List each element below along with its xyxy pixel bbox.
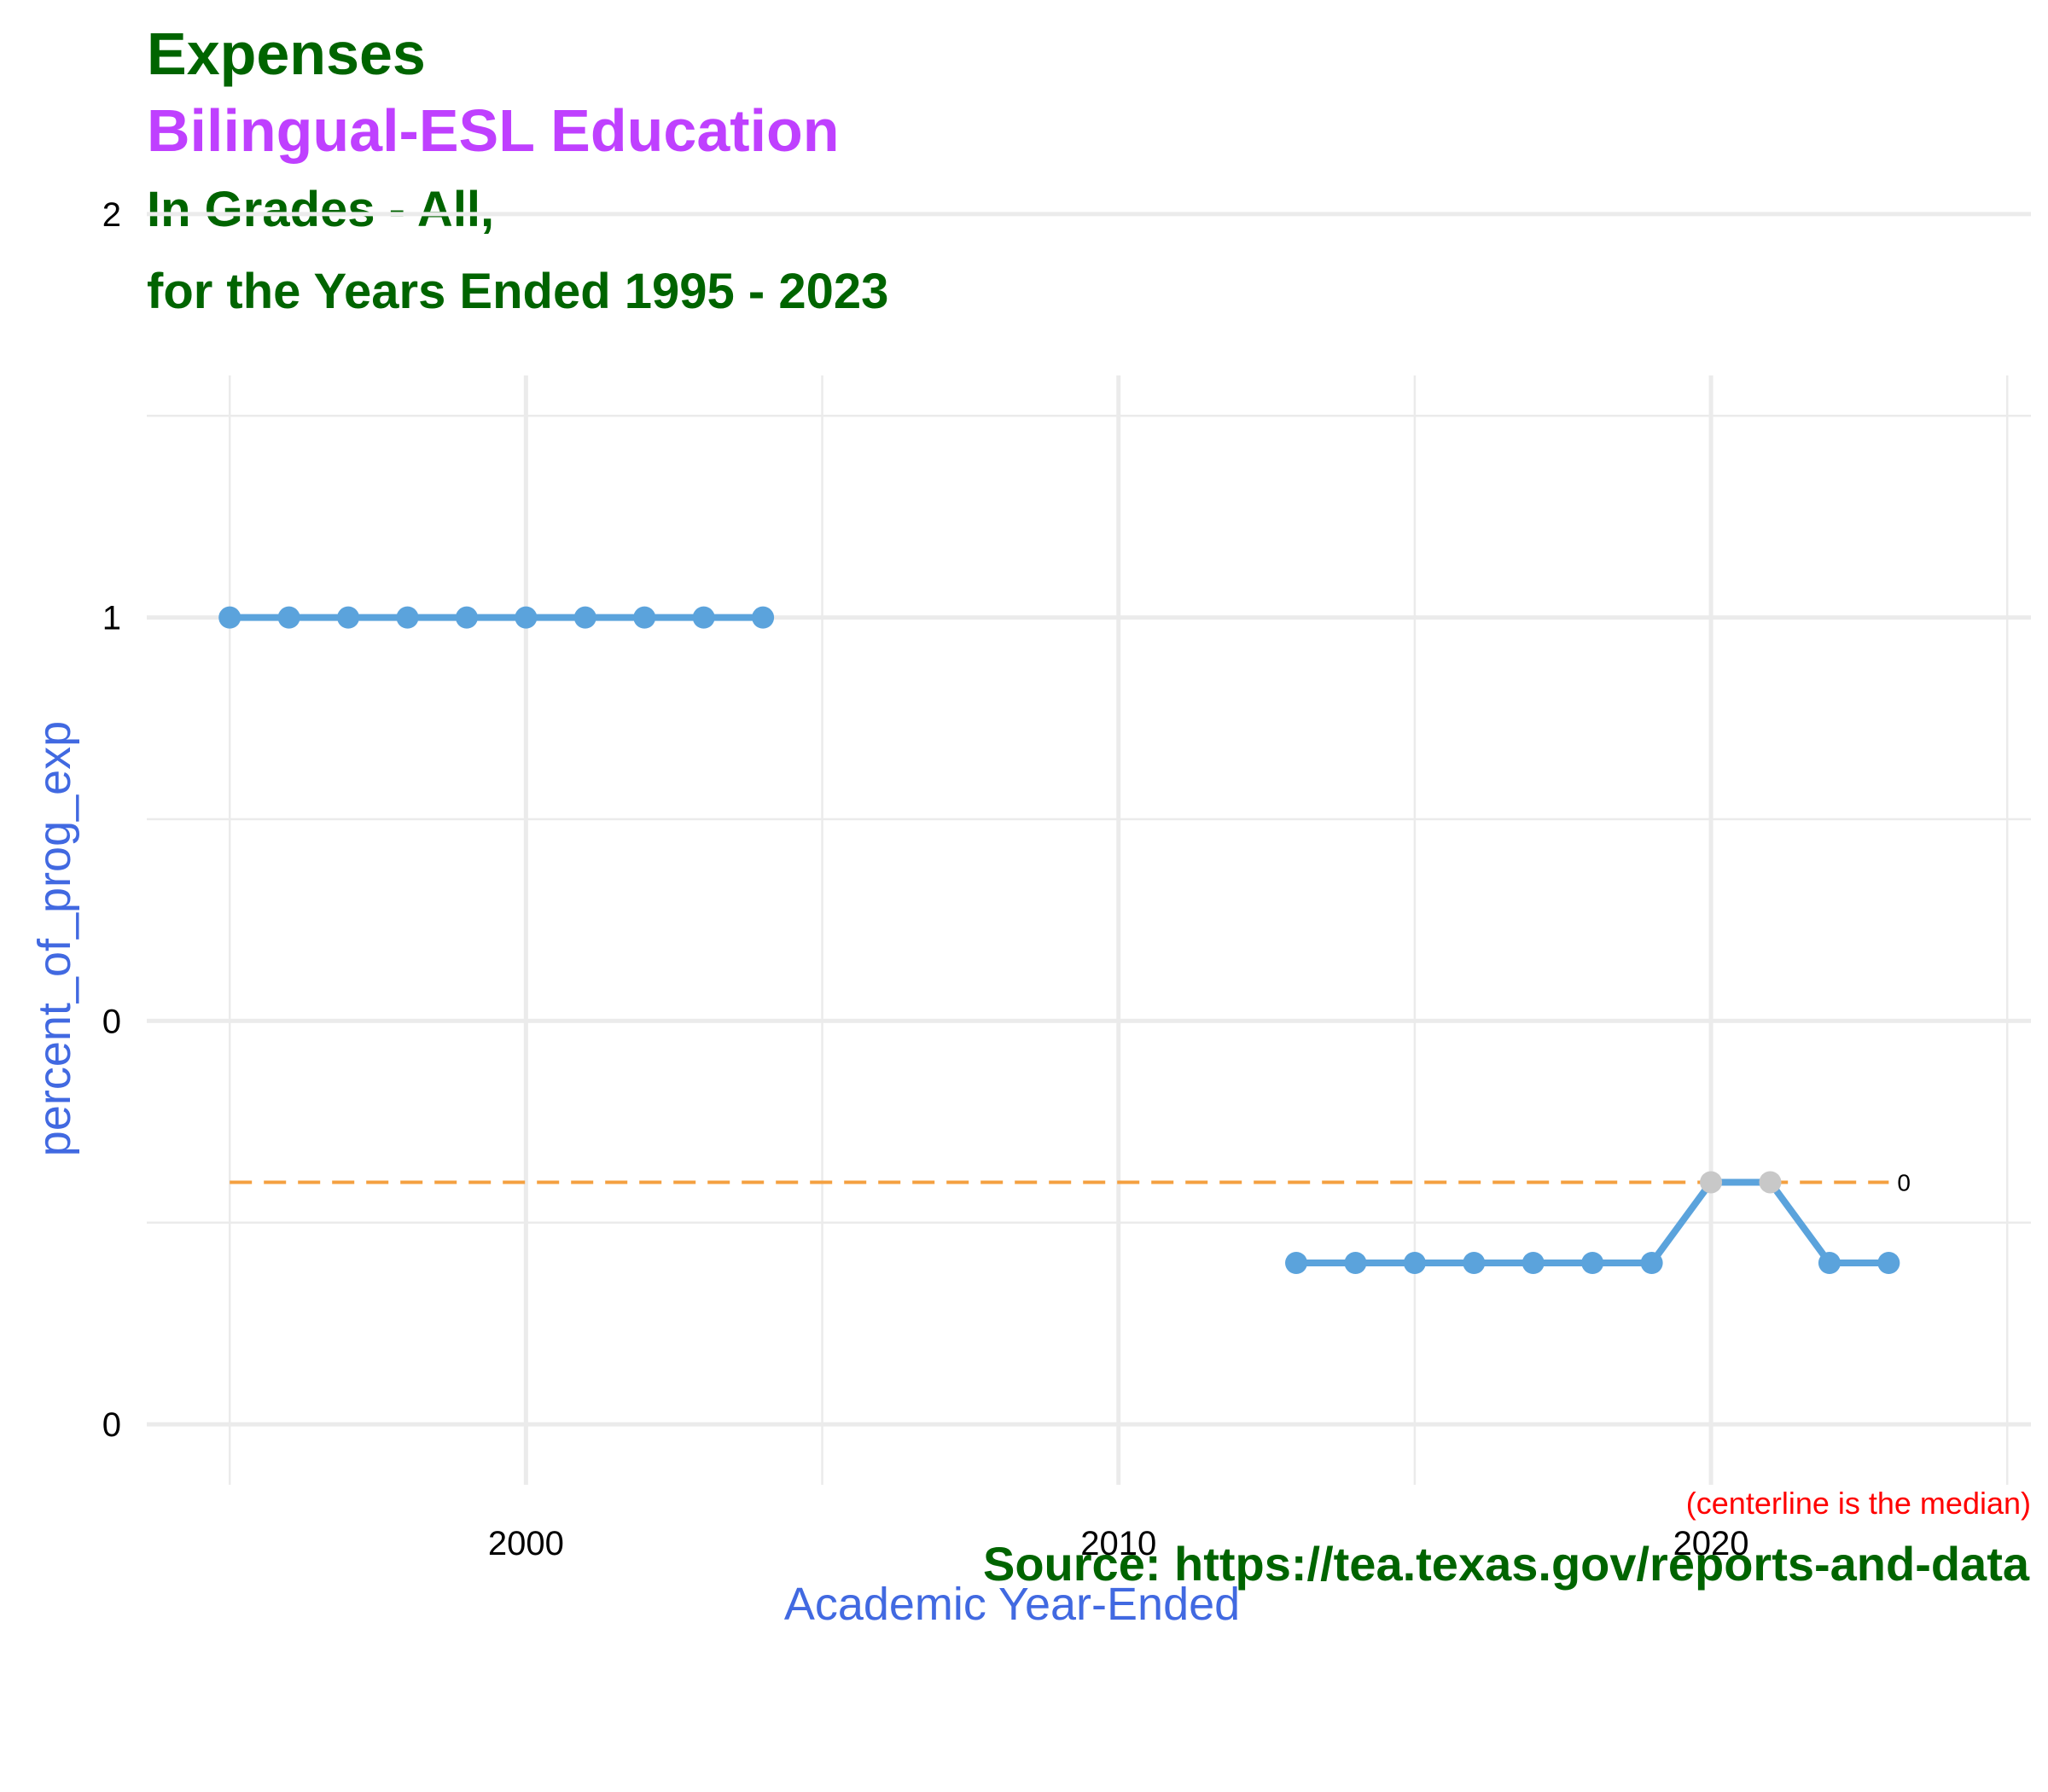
data-point (1463, 1252, 1486, 1274)
data-point (1403, 1252, 1426, 1274)
source-caption: Source: https://tea.texas.gov/reports-an… (982, 1537, 2029, 1591)
data-point (1759, 1171, 1782, 1194)
x-axis-label: Academic Year-Ended (784, 1579, 1240, 1630)
data-point (337, 606, 360, 629)
chart-title: Expenses (147, 20, 426, 87)
median-annotation: (centerline is the median) (1686, 1486, 2031, 1521)
chart-subtitle: Bilingual-ESL Education (147, 97, 840, 164)
y-axis-label: percent_of_prog_exp (29, 721, 80, 1156)
data-point (1344, 1252, 1367, 1274)
data-point (1700, 1171, 1723, 1194)
x-tick-label: 2000 (488, 1525, 564, 1562)
data-point (1640, 1252, 1663, 1274)
data-point (1877, 1252, 1900, 1274)
chart-subtitle-line-1: In Grades - All, (147, 182, 495, 237)
data-point (277, 606, 300, 629)
median-line-label: 0 (1897, 1169, 1911, 1196)
x-tick-label: 2010 (1080, 1525, 1156, 1562)
data-point (692, 606, 715, 629)
chart-subtitle-line-2: for the Years Ended 1995 - 2023 (147, 264, 889, 319)
title-block: Expenses Bilingual-ESL Education In Grad… (147, 15, 888, 333)
data-point (455, 606, 478, 629)
data-point (396, 606, 419, 629)
data-point (633, 606, 656, 629)
y-tick-label: 0 (102, 1406, 121, 1444)
tick-labels: 2000 2010 2020 0 0 1 2 (102, 196, 1749, 1562)
data-point (218, 606, 241, 629)
data-point (1818, 1252, 1841, 1274)
data-point (1581, 1252, 1604, 1274)
data-point (1285, 1252, 1308, 1274)
points-group (218, 606, 1900, 1274)
x-tick-label: 2020 (1673, 1525, 1749, 1562)
data-point (1521, 1252, 1545, 1274)
y-tick-label: 1 (102, 600, 121, 637)
grid-minor (147, 375, 2031, 1485)
data-point (573, 606, 596, 629)
y-tick-label: 2 (102, 196, 121, 234)
y-tick-label: 0 (102, 1003, 121, 1040)
series-group (230, 614, 1889, 1266)
data-point (515, 606, 538, 629)
grid-major (147, 212, 2031, 1485)
data-point (752, 606, 775, 629)
